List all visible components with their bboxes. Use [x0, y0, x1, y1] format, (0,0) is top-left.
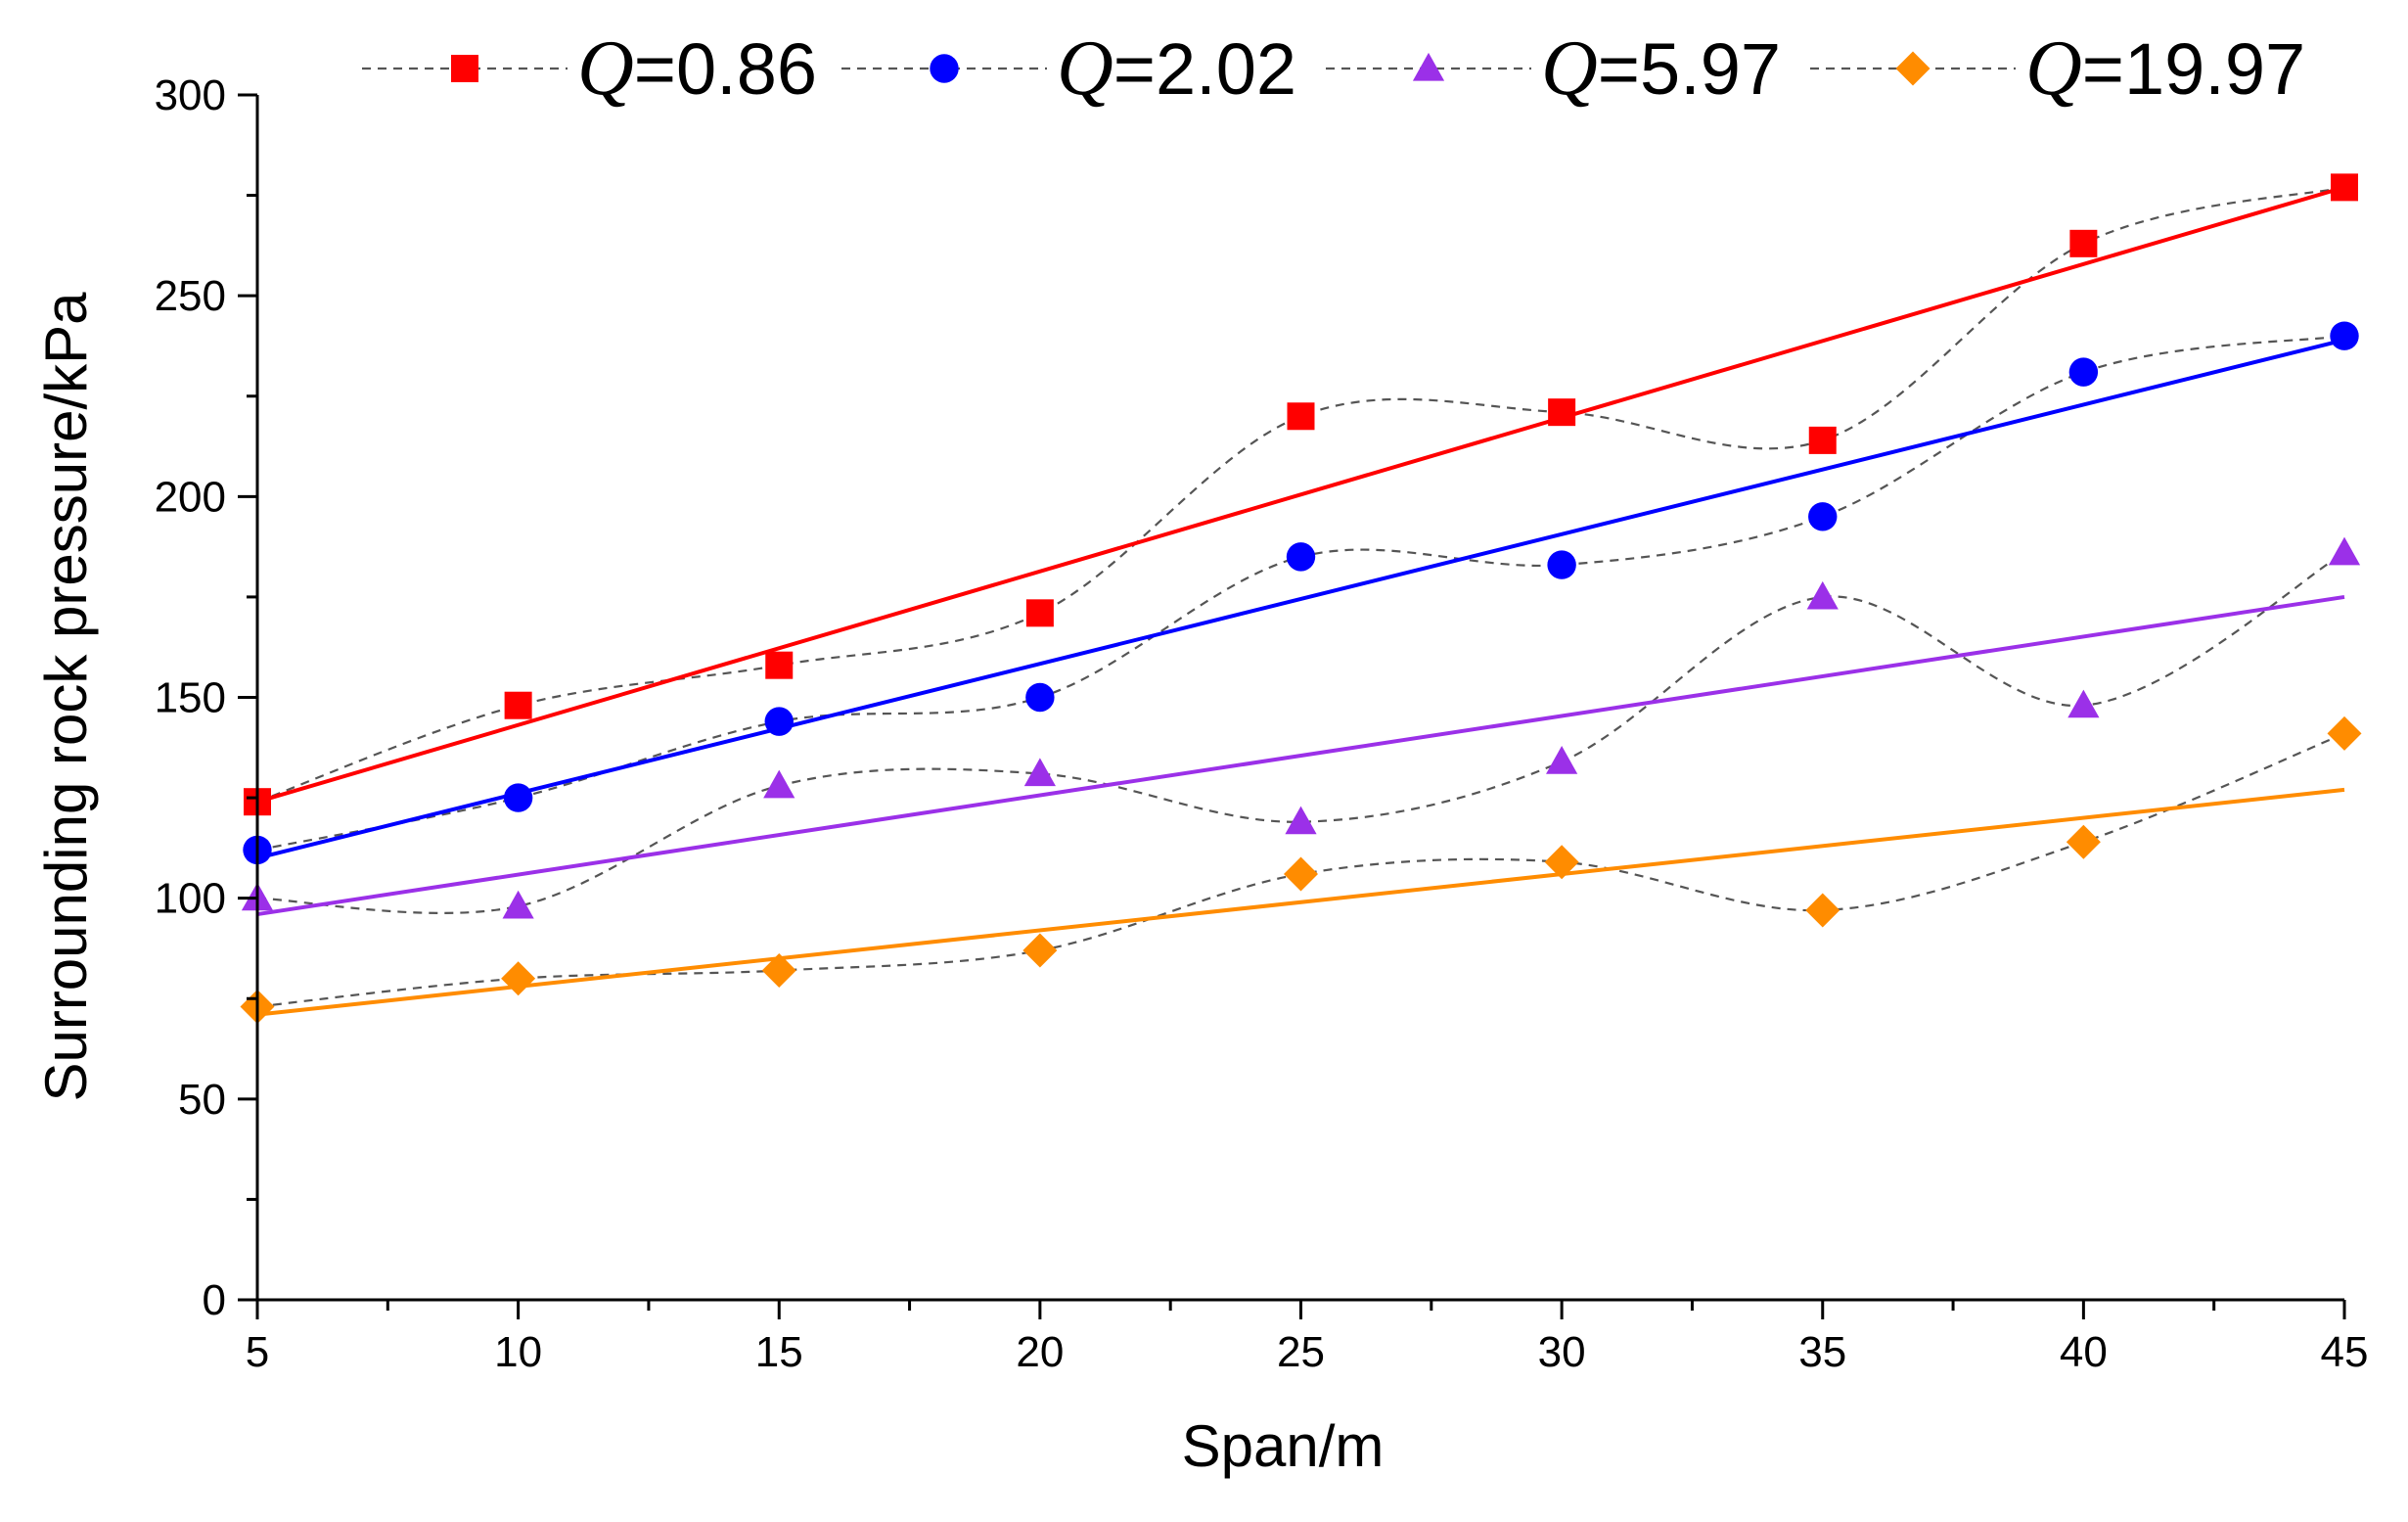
data-point-3-3 [763, 769, 795, 799]
data-point-1-2 [504, 691, 532, 719]
data-point-4-5 [1284, 856, 1318, 892]
fit-lines [256, 185, 2345, 1017]
data-point-2-2 [503, 783, 533, 812]
data-point-3-9 [2328, 536, 2361, 566]
x-tick-label: 40 [2060, 1328, 2108, 1376]
data-point-3-4 [1023, 758, 1056, 787]
data-point-2-3 [764, 707, 794, 736]
legend-label-variable: Q [1541, 25, 1598, 112]
x-tick-label: 45 [2321, 1328, 2369, 1376]
data-point-2-9 [2330, 321, 2359, 350]
data-point-4-8 [2066, 824, 2101, 859]
data-point-1-8 [2069, 229, 2098, 257]
legend-item-4: Q=19.97 [1810, 25, 2305, 112]
y-tick-label: 0 [203, 1276, 226, 1324]
data-point-3-7 [1806, 580, 1839, 610]
data-point-2-5 [1286, 542, 1316, 572]
y-tick-label: 200 [155, 473, 226, 521]
data-point-4-2 [501, 961, 536, 996]
legend-marker [451, 55, 478, 82]
x-tick-label: 10 [494, 1328, 542, 1376]
data-point-3-8 [2067, 689, 2100, 718]
legend-label: Q=5.97 [1541, 25, 1781, 112]
legend-item-3: Q=5.97 [1326, 25, 1781, 112]
data-point-3-5 [1285, 806, 1317, 835]
data-point-2-6 [1547, 550, 1576, 579]
legend-marker [930, 54, 959, 83]
y-tick-label: 50 [178, 1076, 226, 1124]
y-tick-label: 300 [155, 71, 226, 119]
legend-label-variable: Q [2025, 25, 2082, 112]
axes: 0 50 100 150 200 250 300 5 10 15 20 25 30 35 40 45 [155, 71, 2369, 1376]
y-tick-label: 100 [155, 875, 226, 923]
data-point-1-5 [1287, 402, 1315, 431]
data-point-2-7 [1808, 502, 1838, 531]
data-markers [240, 173, 2362, 1024]
legend-label: Q=0.86 [577, 25, 817, 112]
data-point-4-4 [1022, 933, 1058, 968]
data-point-2-8 [2068, 357, 2099, 387]
legend-item-2: Q=2.02 [841, 25, 1296, 112]
data-point-4-9 [2327, 715, 2362, 751]
data-point-4-7 [1805, 893, 1840, 928]
x-tick-label: 25 [1277, 1328, 1325, 1376]
y-tick-label: 150 [155, 674, 226, 722]
fit-line-4 [256, 787, 2345, 1017]
legend-item-1: Q=0.86 [362, 25, 817, 112]
y-axis-label: Surrounding rock pressure/kPa [33, 292, 99, 1102]
legend-label: Q=2.02 [1057, 25, 1296, 112]
x-tick-label: 30 [1538, 1328, 1586, 1376]
series-curve-3 [256, 551, 2345, 914]
y-tick-label: 250 [155, 272, 226, 320]
fit-line-1 [256, 185, 2345, 805]
data-point-1-7 [1808, 426, 1837, 454]
legend-label-variable: Q [577, 25, 634, 112]
data-point-2-4 [1025, 682, 1055, 713]
data-point-1-9 [2331, 173, 2358, 202]
data-point-4-3 [761, 953, 796, 989]
legend: Q=0.86 Q=2.02 Q=5.97 Q=19.97 [362, 25, 2305, 112]
data-point-1-6 [1548, 398, 1576, 427]
data-point-1-3 [765, 651, 794, 679]
legend-label-value: =5.97 [1598, 28, 1781, 110]
legend-label-value: =0.86 [634, 28, 817, 110]
data-point-4-6 [1544, 845, 1579, 880]
legend-label-variable: Q [1057, 25, 1113, 112]
fit-line-2 [256, 338, 2345, 860]
x-tick-label: 5 [246, 1328, 269, 1376]
legend-marker [1895, 51, 1931, 86]
data-point-3-2 [502, 890, 534, 919]
x-tick-label: 35 [1798, 1328, 1846, 1376]
legend-label-value: =2.02 [1113, 28, 1296, 110]
fit-line-3 [256, 594, 2345, 917]
data-point-1-4 [1025, 599, 1054, 627]
legend-label: Q=19.97 [2025, 25, 2305, 112]
x-axis-label: Span/m [1182, 1413, 1385, 1479]
legend-marker [1412, 52, 1445, 81]
legend-label-value: =19.97 [2082, 28, 2305, 110]
x-tick-label: 20 [1016, 1328, 1064, 1376]
data-point-3-6 [1546, 746, 1578, 774]
x-tick-label: 15 [755, 1328, 803, 1376]
